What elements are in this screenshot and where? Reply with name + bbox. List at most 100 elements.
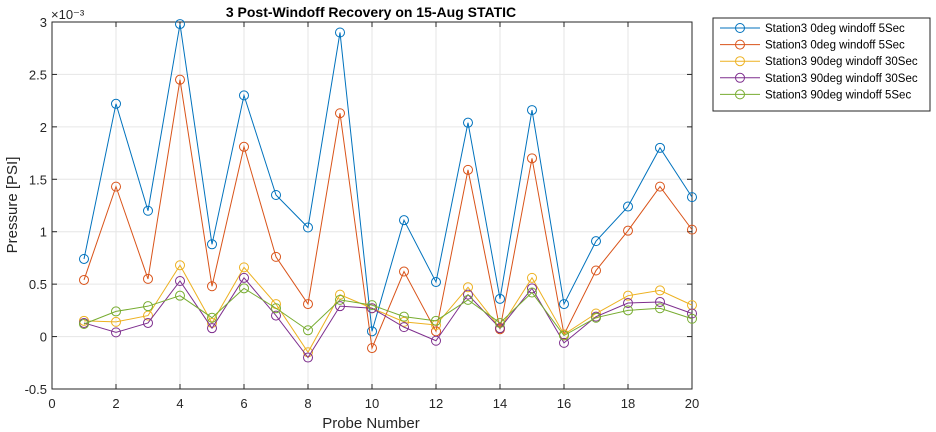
data-point — [239, 262, 249, 273]
x-tick-label: 0 — [48, 396, 55, 411]
legend-marker — [735, 39, 745, 50]
data-point — [655, 296, 665, 307]
data-point — [431, 277, 441, 288]
legend-item[interactable]: Station3 90deg windoff 5Sec — [720, 89, 911, 101]
data-point — [335, 294, 345, 305]
data-point — [623, 305, 633, 316]
data-point — [623, 201, 633, 212]
data-point — [559, 330, 569, 341]
data-point — [335, 108, 345, 119]
data-point — [655, 181, 665, 192]
series-1 — [79, 19, 697, 337]
data-point — [239, 141, 249, 152]
data-point — [527, 272, 537, 283]
data-point — [239, 272, 249, 283]
data-point — [111, 327, 121, 338]
legend-marker — [735, 89, 745, 100]
data-point — [303, 222, 313, 233]
y-tick-label: 1.5 — [29, 172, 47, 187]
y-tick-label: 3 — [40, 15, 47, 30]
data-point — [175, 74, 185, 85]
legend-item[interactable]: Station3 0deg windoff 5Sec — [720, 39, 905, 52]
data-point — [687, 308, 697, 319]
data-point — [335, 27, 345, 38]
legend-item[interactable]: Station3 90deg windoff 30Sec — [720, 56, 918, 68]
legend-item[interactable]: Station3 0deg windoff 5Sec — [720, 23, 905, 35]
y-axis-exponent: ×10⁻³ — [51, 7, 85, 22]
data-point — [463, 164, 473, 175]
y-tick-label: -0.5 — [25, 382, 47, 397]
data-point — [367, 300, 377, 311]
data-point — [271, 310, 281, 321]
data-point — [175, 290, 185, 301]
data-point — [495, 323, 505, 334]
legend-label: Station3 90deg windoff 30Sec — [765, 73, 918, 85]
data-point — [143, 317, 153, 328]
data-point — [367, 303, 377, 314]
legend-label: Station3 0deg windoff 5Sec — [765, 40, 905, 52]
data-point — [207, 239, 217, 250]
data-point — [175, 260, 185, 271]
data-point — [463, 282, 473, 293]
data-point — [655, 303, 665, 314]
x-tick-label: 2 — [112, 396, 119, 411]
data-point — [303, 352, 313, 363]
legend-label: Station3 90deg windoff 5Sec — [765, 89, 911, 101]
data-point — [271, 190, 281, 201]
data-point — [623, 290, 633, 301]
data-point — [655, 142, 665, 153]
data-point — [463, 294, 473, 305]
legend-marker — [735, 56, 745, 67]
data-point — [687, 192, 697, 203]
x-tick-label: 10 — [365, 396, 379, 411]
data-point — [111, 98, 121, 109]
data-point — [431, 315, 441, 326]
data-point — [111, 316, 121, 327]
data-point — [175, 275, 185, 286]
axes: 0 2 4 6 8 10 12 14 16 18 20-0.500.511.522.53 — [25, 15, 700, 411]
data-point — [399, 322, 409, 333]
data-point — [687, 300, 697, 311]
data-point — [399, 266, 409, 277]
data-point — [207, 281, 217, 292]
data-point — [367, 326, 377, 337]
legend-box — [712, 17, 931, 112]
data-point — [495, 293, 505, 304]
data-point — [271, 251, 281, 262]
data-point — [495, 317, 505, 328]
y-tick-label: 0.5 — [29, 277, 47, 292]
data-point — [623, 225, 633, 236]
data-point — [527, 153, 537, 164]
data-point — [335, 301, 345, 312]
data-point — [239, 90, 249, 101]
x-tick-label: 16 — [557, 396, 571, 411]
y-tick-label: 0 — [40, 330, 47, 345]
data-point — [79, 318, 89, 329]
data-point — [303, 299, 313, 310]
data-point — [207, 312, 217, 323]
data-point — [591, 265, 601, 276]
data-point — [559, 299, 569, 310]
data-point — [687, 313, 697, 324]
x-tick-label: 6 — [240, 396, 247, 411]
series-layer — [79, 19, 697, 363]
data-point — [431, 335, 441, 346]
series-2 — [79, 74, 697, 354]
data-point — [399, 316, 409, 327]
data-point — [335, 289, 345, 300]
series-line — [83, 287, 693, 337]
x-tick-label: 8 — [304, 396, 311, 411]
data-point — [207, 323, 217, 334]
data-point — [527, 105, 537, 116]
chart-title: 3 Post-Windoff Recovery on 15-Aug STATIC — [226, 4, 516, 20]
data-point — [463, 289, 473, 300]
data-point — [111, 306, 121, 317]
data-point — [175, 19, 185, 30]
legend-item[interactable]: Station3 90deg windoff 30Sec — [720, 72, 918, 85]
legend[interactable]: Station3 0deg windoff 5Sec Station3 0deg … — [712, 17, 931, 112]
data-point — [623, 298, 633, 309]
legend-marker — [735, 72, 745, 83]
data-point — [303, 325, 313, 336]
data-point — [527, 287, 537, 298]
data-point — [111, 181, 121, 192]
